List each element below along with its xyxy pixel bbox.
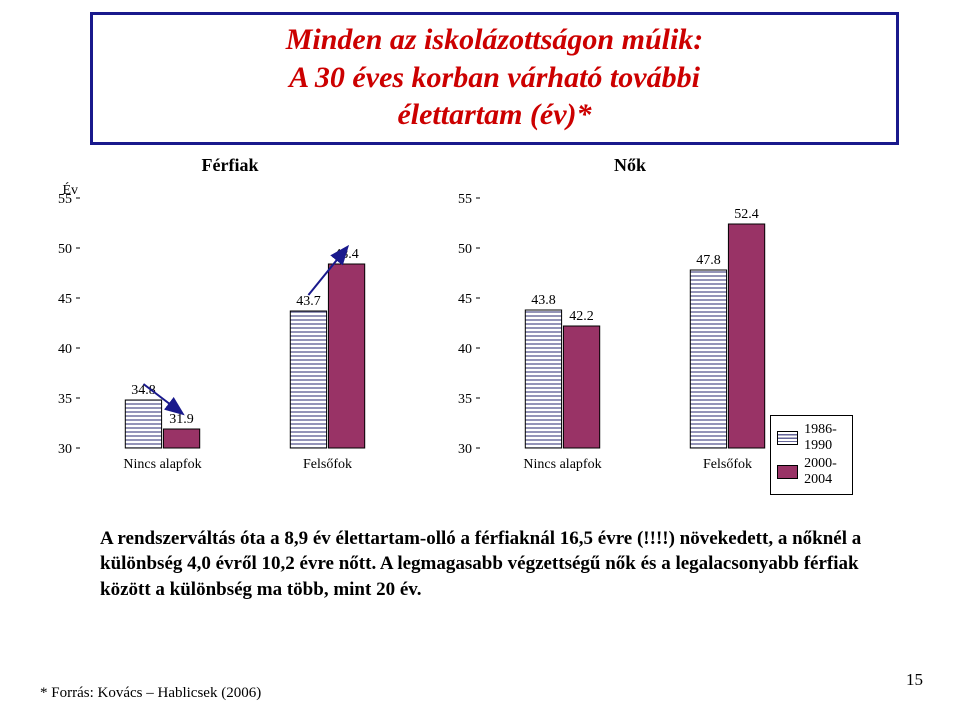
chart-svg: 303540455055Év34.831.9Nincs alapfok43.74… [30,178,430,508]
legend-swatch [777,431,798,445]
y-tick-label: 50 [58,242,72,257]
title-line-3: élettartam (év)* [103,96,886,134]
chart-title: Férfiak [30,155,430,176]
group-label: Felsőfok [303,457,352,472]
bar [125,400,161,448]
body-text: A rendszerváltás óta a 8,9 év élettartam… [100,526,889,603]
bar-value-label: 52.4 [734,207,759,222]
y-tick-label: 35 [58,392,72,407]
legend-label: 2000-2004 [804,456,846,488]
group-label: Felsőfok [703,457,752,472]
chart-title: Nők [430,155,830,176]
y-tick-label: 30 [58,442,72,457]
legend-row: 2000-2004 [777,456,846,488]
bar-value-label: 43.8 [531,293,556,308]
y-tick-label: 40 [58,342,72,357]
title-box: Minden az iskolázottságon múlik: A 30 év… [90,12,899,145]
bar [163,429,199,448]
y-tick-label: 35 [458,392,472,407]
bar [290,311,326,448]
bar-value-label: 47.8 [696,253,721,268]
title-line-2: A 30 éves korban várható további [103,59,886,97]
bar [525,310,561,448]
bar [728,224,764,448]
bar-value-label: 43.7 [296,294,321,309]
charts-row: Férfiak303540455055Év34.831.9Nincs alapf… [30,155,929,508]
group-label: Nincs alapfok [123,457,201,472]
footnote: * Forrás: Kovács – Hablicsek (2006) [40,685,261,702]
y-tick-label: 45 [458,292,472,307]
bar-value-label: 42.2 [569,309,594,324]
y-tick-label: 40 [458,342,472,357]
title-line-1: Minden az iskolázottságon múlik: [103,21,886,59]
legend-swatch [777,465,798,479]
y-tick-label: 55 [458,192,472,207]
group-label: Nincs alapfok [523,457,601,472]
legend: 1986-19902000-2004 [770,415,853,495]
bar [328,264,364,448]
page-number: 15 [906,670,923,690]
y-axis-label: Év [62,181,78,198]
bar [690,270,726,448]
chart-left: Férfiak303540455055Év34.831.9Nincs alapf… [30,155,430,508]
y-tick-label: 50 [458,242,472,257]
legend-label: 1986-1990 [804,422,846,454]
bar-value-label: 31.9 [169,412,194,427]
legend-row: 1986-1990 [777,422,846,454]
y-tick-label: 45 [58,292,72,307]
bar [563,326,599,448]
y-tick-label: 30 [458,442,472,457]
